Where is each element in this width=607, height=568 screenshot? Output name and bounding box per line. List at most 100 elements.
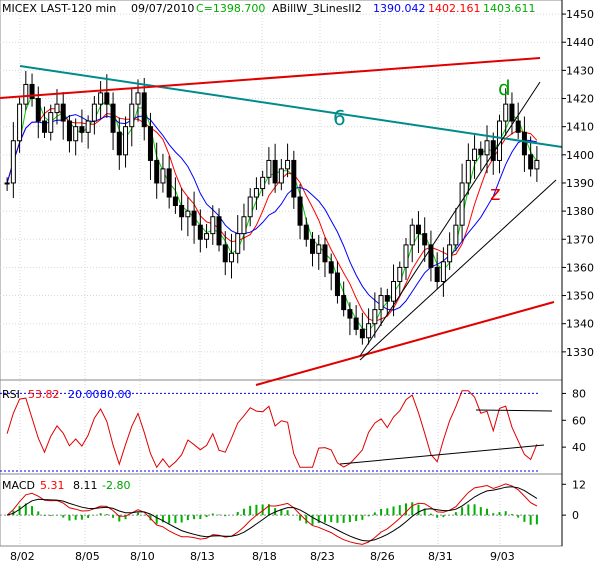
candle-body [328,261,334,274]
price-tick-label: 1380 [566,205,594,218]
price-tick-label: 1340 [566,318,594,331]
wave-d-label: d [498,76,511,100]
candle-body [10,140,16,184]
candle-body [453,224,459,246]
candle-body [316,244,322,254]
candle-body [253,188,259,198]
candle-body [285,159,291,170]
rsi-low: 20.00 [68,388,100,401]
candle-body [135,92,141,105]
candle-body [478,148,484,156]
candle-body [310,238,316,254]
candle-body [154,159,160,184]
candle-body [503,103,509,122]
x-tick-label: 8/23 [310,550,335,563]
price-tick-label: 1330 [566,346,594,359]
candle-body [347,309,353,319]
macd-tick-label: 0 [572,509,579,522]
rsi-value: 53.82 [28,388,60,401]
candle-body [204,233,210,240]
candle-body [247,196,253,218]
candle-body [415,224,421,235]
candle-body [278,168,284,184]
macd-value-2: 8.11 [73,479,98,492]
price-tick-label: 1400 [566,149,594,162]
candle-body [141,92,147,128]
candle-body [459,182,465,226]
candle-body [228,252,234,263]
candle-body [29,83,35,100]
candle-body [60,103,66,122]
wave-z-label: z [490,181,501,205]
indicator-label: ABillW_3LinesII2 [272,2,362,15]
candle-body [372,309,378,325]
macd-signal-line [6,486,538,542]
candle-body [472,148,478,161]
candle-body [341,295,347,311]
macd-value-1: 5.31 [40,479,65,492]
candle-body [397,266,403,282]
candle-body [147,126,153,161]
trendlines [0,57,563,386]
wave-6-label: 6 [333,106,346,130]
candle-body [123,126,129,156]
candle-body [291,159,297,198]
channel-lower-line [359,179,557,361]
price-tick-label: 1430 [566,64,594,77]
candle-body [484,140,490,156]
blue-value: 1390.042 [373,2,426,15]
candle-body [129,103,135,128]
rsi-top-line [475,409,553,412]
x-tick-label: 8/02 [10,550,35,563]
candle-body [91,103,97,122]
candle-body [434,266,440,282]
candle-body [4,182,10,185]
macd-value-3: -2.80 [102,479,130,492]
symbol-label: MICEX LAST-120 min [2,2,116,15]
candle-body [465,159,471,184]
date-label: 09/07/2010 [131,2,194,15]
candle-body [79,126,85,133]
x-tick-label: 8/26 [370,550,395,563]
price-tick-label: 1450 [566,8,594,21]
candle-body [42,120,48,133]
candle-body [116,131,122,156]
rsi-line [6,390,538,469]
grid [0,0,562,546]
channel-upper-line [359,81,541,357]
candle-body [409,224,415,246]
candle-body [266,159,272,178]
green-value: 1403.611 [483,2,536,15]
candle-body [73,126,79,142]
candle-body [515,120,521,133]
rsi-high: 80.00 [100,388,132,401]
candle-body [235,233,241,254]
candle-body [48,112,54,133]
price-tick-label: 1350 [566,290,594,303]
candle-body [528,154,534,170]
candle-body [85,120,91,133]
upper-red-trendline [0,57,541,99]
macd-tick-label: 12 [572,478,586,491]
candle-body [303,224,309,240]
candle-body [422,233,428,246]
candle-body [197,224,203,240]
price-tick-label: 1370 [566,233,594,246]
candle-body [179,204,185,218]
candle-body [378,295,384,311]
candle-body [35,98,41,122]
candle-body [447,244,453,263]
candle-body [260,176,266,190]
candle-body [521,131,527,156]
candle-body [403,244,409,268]
rsi-tick-label: 60 [572,414,586,427]
candle-body [191,210,197,226]
x-tick-label: 8/18 [252,550,277,563]
rsi-tick-label: 80 [572,387,586,400]
x-tick-label: 8/31 [428,550,453,563]
rsi-tick-label: 40 [572,441,586,454]
x-tick-label: 8/05 [75,550,100,563]
rsi-panel [0,390,553,472]
plot-frame [0,0,563,547]
